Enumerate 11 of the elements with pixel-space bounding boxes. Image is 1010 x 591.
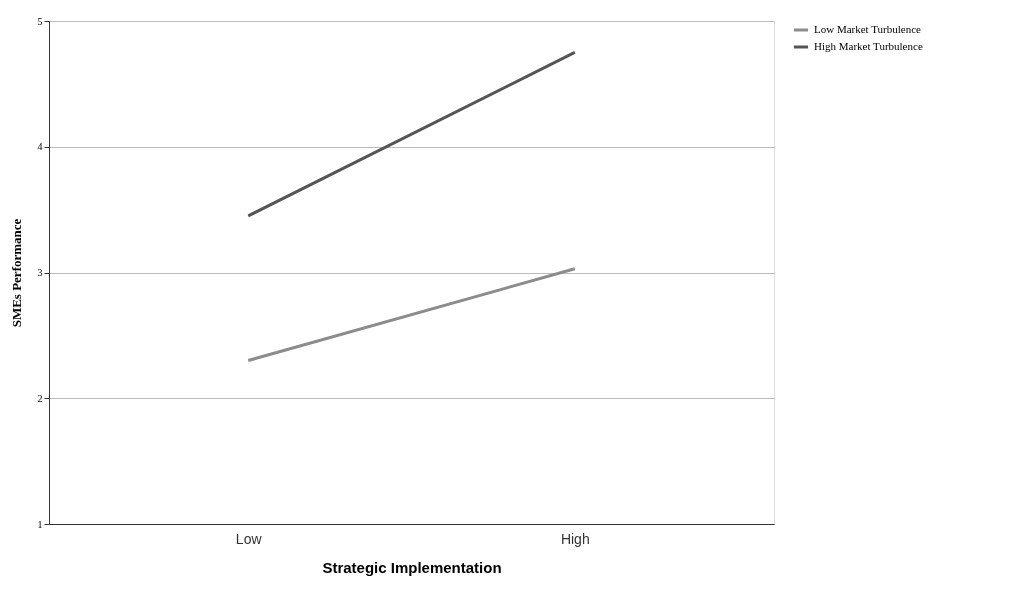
y-tick-label: 5 [37, 15, 43, 27]
y-tick-label: 4 [37, 141, 43, 153]
x-tick-label: High [560, 530, 590, 547]
x-axis-title: Strategic Implementation [322, 558, 502, 576]
legend-label: High Market Turbulence [814, 40, 923, 52]
y-tick-label: 3 [37, 267, 43, 278]
y-tick-label: 2 [37, 392, 43, 404]
legend-label: Low Market Turbulence [814, 23, 922, 35]
y-tick-label: 1 [37, 518, 43, 530]
y-axis-title: SMEs Performance [8, 218, 24, 328]
x-tick-label: Low [235, 530, 263, 547]
